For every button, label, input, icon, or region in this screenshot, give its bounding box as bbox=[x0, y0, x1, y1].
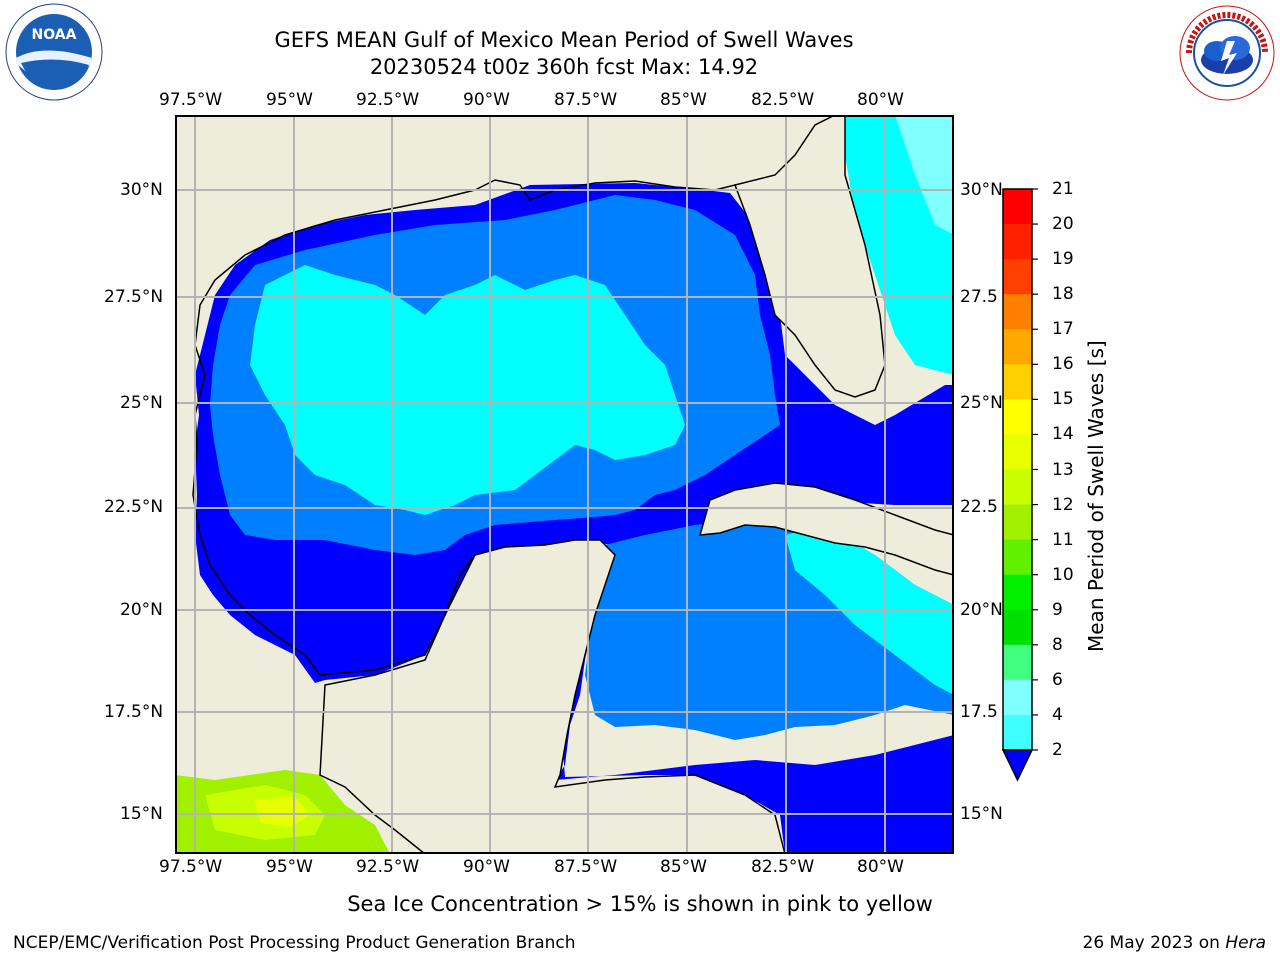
colorbar-bin bbox=[1003, 574, 1032, 611]
lat-label-left-2: 25°N bbox=[120, 393, 163, 413]
colorbar-tick-label: 17 bbox=[1052, 319, 1074, 340]
yucatan-land bbox=[319, 539, 786, 854]
colorbar-tick-label: 16 bbox=[1052, 354, 1074, 375]
lon-label-bottom-0: 97.5°W bbox=[159, 857, 223, 877]
colorbar-extend-arrow bbox=[1001, 749, 1034, 782]
colorbar-tick-label: 14 bbox=[1052, 424, 1074, 445]
colorbar-bin bbox=[1003, 399, 1032, 435]
colorbar-tick-label: 18 bbox=[1052, 284, 1074, 305]
colorbar-tick-label: 21 bbox=[1052, 179, 1074, 199]
lon-label-bottom-6: 82.5°W bbox=[751, 857, 815, 877]
map-subtitle: 20230524 t00z 360h fcst Max: 14.92 bbox=[369, 55, 759, 79]
lat-label-right-5: 17.5 bbox=[960, 702, 998, 722]
lon-label-top-6: 82.5°W bbox=[751, 90, 815, 110]
colorbar-tick-label: 15 bbox=[1052, 389, 1074, 410]
lon-label-top-0: 97.5°W bbox=[159, 90, 223, 110]
lon-label-top-7: 80°W bbox=[857, 90, 904, 110]
colorbar-tick-label: 9 bbox=[1052, 599, 1063, 620]
lat-label-left-6: 15°N bbox=[120, 804, 163, 824]
lat-label-left-1: 27.5°N bbox=[104, 287, 164, 307]
colorbar-bin bbox=[1003, 259, 1032, 295]
colorbar-bin bbox=[1003, 679, 1032, 716]
lat-label-right-3: 22.5 bbox=[960, 497, 998, 517]
colorbar-tick-label: 10 bbox=[1052, 564, 1074, 585]
lat-label-right-2: 25°N bbox=[960, 393, 1003, 413]
lon-label-top-5: 85°W bbox=[660, 90, 707, 110]
colorbar-tick-label: 19 bbox=[1052, 249, 1074, 270]
colorbar-bin bbox=[1003, 469, 1032, 506]
colorbar-bin bbox=[1003, 644, 1032, 681]
lat-label-right-4: 20°N bbox=[960, 600, 1003, 620]
lon-label-bottom-7: 80°W bbox=[857, 857, 904, 877]
lat-label-left-0: 30°N bbox=[120, 180, 163, 200]
gulf-cyan-region bbox=[250, 265, 685, 515]
colorbar-tick-label: 12 bbox=[1052, 494, 1074, 515]
noaa-logo: NOAA bbox=[5, 3, 103, 101]
colorbar-bin bbox=[1003, 329, 1032, 365]
colorbar-title: Mean Period of Swell Waves [s] bbox=[1084, 340, 1108, 652]
colorbar-bin bbox=[1003, 294, 1032, 330]
map-plot bbox=[175, 115, 954, 854]
colorbar-bin bbox=[1003, 539, 1032, 576]
gulf-coastline bbox=[192, 179, 736, 676]
map-caption-text: Sea Ice Concentration > 15% is shown in … bbox=[347, 892, 933, 916]
footer-credit: NCEP/EMC/Verification Post Processing Pr… bbox=[13, 933, 576, 953]
map-caption: Sea Ice Concentration > 15% is shown in … bbox=[0, 892, 1280, 916]
colorbar-tick-label: 11 bbox=[1052, 529, 1074, 550]
lon-label-top-4: 87.5°W bbox=[554, 90, 618, 110]
lat-label-left-4: 20°N bbox=[120, 600, 163, 620]
noaa-logo-text: NOAA bbox=[32, 27, 77, 43]
lon-label-top-2: 92.5°W bbox=[356, 90, 420, 110]
nws-logo bbox=[1179, 5, 1275, 101]
colorbar-bin bbox=[1003, 504, 1032, 541]
colorbar-tick-label: 8 bbox=[1052, 634, 1063, 655]
colorbar-tick-label: 2 bbox=[1052, 740, 1063, 760]
map-title: GEFS MEAN Gulf of Mexico Mean Period of … bbox=[274, 28, 854, 52]
colorbar-tick-label: 6 bbox=[1052, 669, 1063, 690]
lat-label-right-0: 30°N bbox=[960, 180, 1003, 200]
colorbar-bin bbox=[1003, 364, 1032, 400]
colorbar bbox=[1001, 188, 1038, 782]
lat-label-left-3: 22.5°N bbox=[104, 497, 164, 517]
colorbar-bin bbox=[1003, 189, 1032, 225]
footer-date-text: 26 May 2023 on bbox=[1082, 933, 1226, 953]
lon-label-top-1: 95°W bbox=[266, 90, 313, 110]
lon-label-bottom-2: 92.5°W bbox=[356, 857, 420, 877]
pacific-lightyellow-region bbox=[255, 797, 310, 827]
lon-label-bottom-5: 85°W bbox=[660, 857, 707, 877]
colorbar-bin bbox=[1003, 434, 1032, 470]
lat-label-left-5: 17.5°N bbox=[104, 702, 164, 722]
footer-host: Hera bbox=[1225, 933, 1266, 953]
lat-label-right-6: 15°N bbox=[960, 804, 1003, 824]
lon-label-bottom-1: 95°W bbox=[266, 857, 313, 877]
lon-label-bottom-4: 87.5°W bbox=[554, 857, 618, 877]
colorbar-bin bbox=[1003, 714, 1032, 751]
colorbar-tick-label: 20 bbox=[1052, 214, 1074, 235]
colorbar-bin bbox=[1003, 224, 1032, 260]
colorbar-bin bbox=[1003, 609, 1032, 646]
colorbar-tick-label: 13 bbox=[1052, 459, 1074, 480]
atlantic-lightcyan-region bbox=[895, 115, 954, 235]
map-frame bbox=[175, 115, 954, 854]
lon-label-top-3: 90°W bbox=[463, 90, 510, 110]
footer-date: 26 May 2023 on Hera bbox=[1083, 933, 1267, 953]
lat-label-right-1: 27.5 bbox=[960, 287, 998, 307]
cuba-island bbox=[698, 482, 954, 576]
colorbar-tick-label: 4 bbox=[1052, 704, 1063, 725]
lon-label-bottom-3: 90°W bbox=[463, 857, 510, 877]
graticule bbox=[175, 115, 954, 854]
